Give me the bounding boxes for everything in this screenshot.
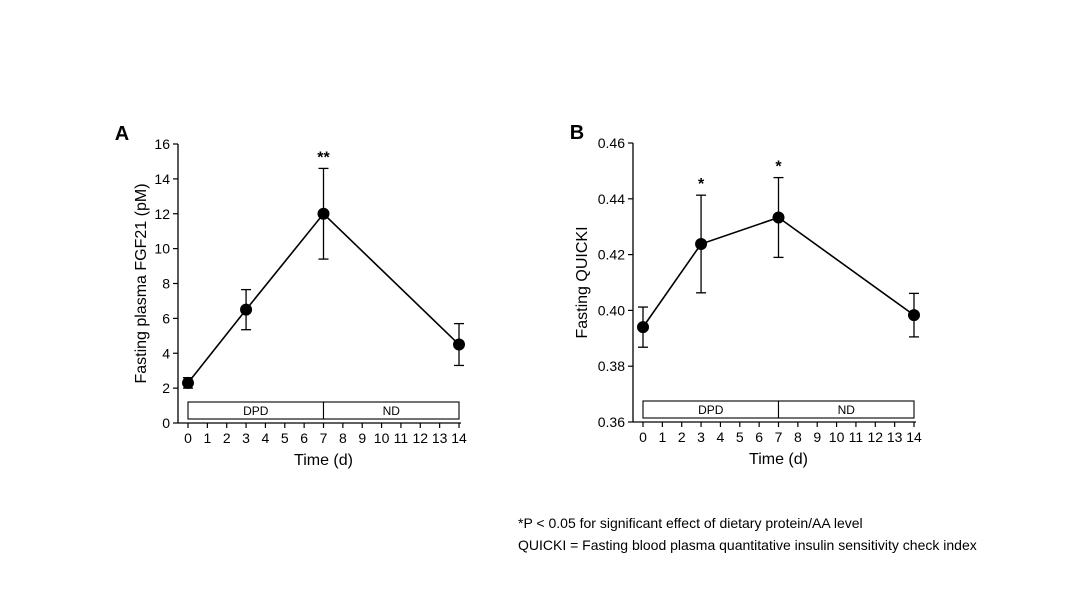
x-tick-label: 10 xyxy=(829,429,845,445)
x-tick-label: 2 xyxy=(678,429,686,445)
x-tick-label: 1 xyxy=(658,429,666,445)
data-point xyxy=(908,309,920,322)
chart-panel-b: B0.360.380.400.420.440.460 1 2 3 4 5 6 7 8 9 10 11 1… xyxy=(570,122,922,468)
series-line xyxy=(187,212,460,384)
significance-marker: * xyxy=(775,159,782,176)
data-point xyxy=(317,207,330,220)
x-tick-label: 5 xyxy=(281,430,289,446)
x-tick-label: 0 xyxy=(184,430,192,446)
x-tick-label: 8 xyxy=(339,430,347,446)
data-point xyxy=(240,303,253,316)
x-tick-label: 4 xyxy=(717,429,725,445)
panel-label: B xyxy=(570,122,584,144)
y-tick-label: 0.46 xyxy=(598,135,625,151)
y-tick-label: 0.36 xyxy=(598,414,625,430)
x-tick-label: 9 xyxy=(358,430,366,446)
data-point xyxy=(453,338,465,351)
x-tick-label: 6 xyxy=(300,430,308,446)
footnote-quicki-definition: QUICKI = Fasting blood plasma quantitati… xyxy=(518,537,977,553)
y-tick-label: 12 xyxy=(154,206,170,222)
x-tick-label: 14 xyxy=(451,430,467,446)
x-axis-label: Time (d) xyxy=(749,451,808,468)
phase-label-nd: ND xyxy=(838,403,856,417)
y-tick-label: 0.44 xyxy=(598,191,625,207)
significance-marker: ** xyxy=(317,149,330,166)
x-tick-label: 11 xyxy=(394,430,409,446)
y-tick-label: 10 xyxy=(154,241,170,257)
series-line xyxy=(642,216,915,328)
x-axis-label: Time (d) xyxy=(294,452,353,469)
footnote-significance: *P < 0.05 for significant effect of diet… xyxy=(518,515,863,531)
x-tick-label: 12 xyxy=(867,429,883,445)
y-axis-label: Fasting QUICKI xyxy=(574,226,591,338)
x-tick-label: 13 xyxy=(887,429,903,445)
y-tick-label: 14 xyxy=(154,171,170,187)
data-point xyxy=(695,237,708,250)
footnotes: *P < 0.05 for significant effect of diet… xyxy=(518,512,977,556)
x-tick-label: 5 xyxy=(736,429,744,445)
x-tick-label: 10 xyxy=(374,430,390,446)
data-point xyxy=(182,376,194,389)
y-tick-label: 0.38 xyxy=(598,358,625,374)
x-tick-label: 3 xyxy=(242,430,250,446)
x-tick-label: 14 xyxy=(906,429,922,445)
phase-box-nd xyxy=(322,401,460,420)
x-tick-label: 4 xyxy=(262,430,270,446)
x-tick-label: 6 xyxy=(755,429,763,445)
y-tick-label: 8 xyxy=(162,276,170,292)
panel-label: A xyxy=(115,123,129,145)
y-tick-label: 0.40 xyxy=(598,302,625,318)
x-tick-label: 7 xyxy=(320,430,328,446)
y-tick-label: 16 xyxy=(154,136,170,152)
x-tick-label: 2 xyxy=(223,430,231,446)
y-tick-label: 0 xyxy=(162,415,170,431)
x-tick-label: 12 xyxy=(412,430,428,446)
y-tick-label: 0.42 xyxy=(598,247,625,263)
significance-marker: * xyxy=(698,176,705,193)
y-tick-label: 6 xyxy=(162,310,170,326)
x-tick-label: 1 xyxy=(203,430,211,446)
x-tick-label: 9 xyxy=(813,429,821,445)
phase-label-dpd: DPD xyxy=(698,403,724,417)
y-tick-label: 2 xyxy=(162,380,170,396)
phase-label-dpd: DPD xyxy=(243,404,269,418)
data-point xyxy=(637,321,649,334)
phase-box-nd xyxy=(777,400,915,419)
x-tick-label: 8 xyxy=(794,429,802,445)
x-tick-label: 3 xyxy=(697,429,705,445)
x-tick-label: 0 xyxy=(639,429,647,445)
x-tick-label: 13 xyxy=(432,430,448,446)
x-tick-label: 7 xyxy=(775,429,783,445)
phase-label-nd: ND xyxy=(383,404,401,418)
x-tick-label: 11 xyxy=(849,429,864,445)
y-axis-label: Fasting plasma FGF21 (pM) xyxy=(133,183,150,383)
data-point xyxy=(772,211,785,224)
y-tick-label: 4 xyxy=(162,345,170,361)
